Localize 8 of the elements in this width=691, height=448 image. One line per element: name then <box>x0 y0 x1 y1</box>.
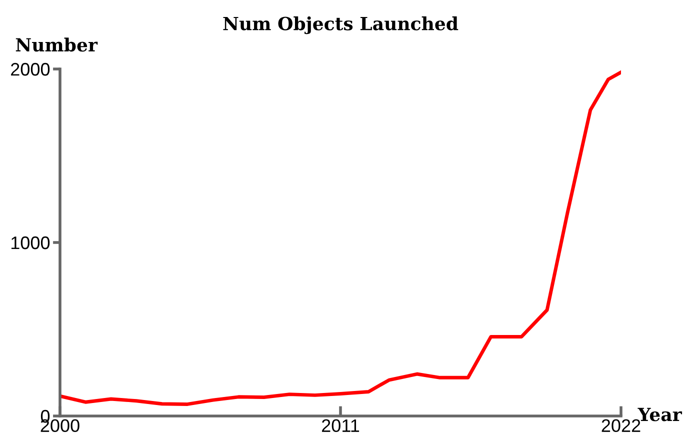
chart-title: Num Objects Launched <box>223 16 458 34</box>
x-tick-label: 2022 <box>602 419 640 432</box>
y-axis-title: Number <box>16 38 98 52</box>
x-axis-title: Year <box>638 408 682 422</box>
y-tick-label: 1000 <box>11 236 50 250</box>
line-series <box>60 70 621 406</box>
y-tick-label: 2000 <box>11 62 50 76</box>
x-tick-label: 2011 <box>322 419 360 432</box>
